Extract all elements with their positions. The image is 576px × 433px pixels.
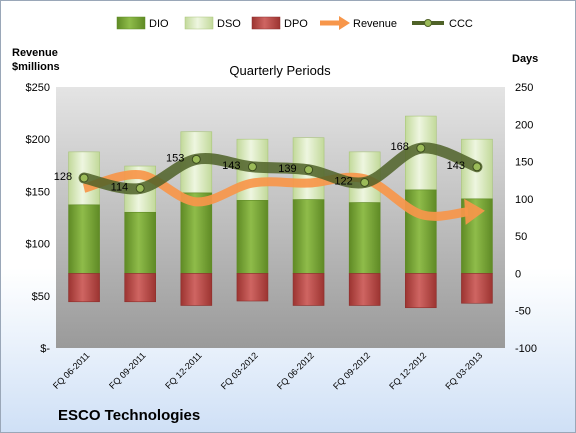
- legend-dpo-label: DPO: [284, 18, 308, 30]
- y-left-tick-label: $-: [40, 343, 50, 355]
- legend-dio-label: DIO: [149, 18, 169, 30]
- y-left-tick-label: $200: [26, 134, 50, 146]
- legend-dso-label: DSO: [217, 18, 241, 30]
- ccc-data-label: 143: [222, 160, 240, 172]
- revenue-line: [82, 170, 469, 221]
- y-right-tick-label: -100: [515, 343, 537, 355]
- x-tick-label: FQ 03-2012: [219, 350, 260, 391]
- ccc-data-label: 143: [447, 160, 465, 172]
- ccc-marker: [304, 165, 314, 175]
- legend-dpo-swatch: [251, 16, 281, 30]
- x-tick-label: FQ 03-2013: [443, 350, 484, 391]
- legend-revenue-label: Revenue: [353, 18, 397, 30]
- x-tick-label: FQ 06-2012: [275, 350, 316, 391]
- ccc-marker: [191, 154, 201, 164]
- dio-bar: [236, 200, 269, 274]
- dio-bar: [124, 211, 156, 274]
- dio-bar: [348, 202, 381, 274]
- y-left-title-line2: $millions: [12, 61, 60, 73]
- y-right-tick-label: 0: [515, 268, 521, 280]
- ccc-marker: [135, 183, 145, 193]
- ccc-marker: [472, 162, 482, 172]
- dpo-bar: [461, 273, 493, 304]
- y-right-tick-label: 150: [515, 157, 533, 169]
- legend-ccc-label: CCC: [449, 18, 473, 30]
- dio-bar: [405, 189, 437, 274]
- ccc-data-label: 153: [166, 152, 184, 164]
- y-left-tick-label: $50: [32, 291, 50, 303]
- y-right-tick-label: 250: [515, 82, 533, 94]
- legend-dso-swatch: [184, 16, 214, 30]
- ccc-data-label: 139: [278, 163, 296, 175]
- y-left-tick-label: $100: [26, 239, 50, 251]
- dio-bar: [68, 204, 100, 274]
- revenue-arrowhead: [464, 198, 485, 225]
- dpo-bar: [405, 273, 437, 309]
- y-left-tick-label: $150: [26, 186, 50, 198]
- chart-title: Quarterly Periods: [229, 63, 331, 78]
- ccc-marker: [79, 173, 89, 183]
- x-tick-label: FQ 12-2012: [387, 350, 428, 391]
- legend-revenue-arrowhead: [339, 16, 350, 30]
- x-tick-label: FQ 09-2012: [331, 350, 372, 391]
- y-left-title-line1: Revenue: [12, 47, 58, 59]
- x-tick-label: FQ 12-2011: [163, 350, 204, 391]
- x-tick-label: FQ 09-2011: [107, 350, 148, 391]
- ccc-data-label: 168: [390, 141, 408, 153]
- dpo-bar: [68, 273, 100, 303]
- dpo-bar: [180, 273, 213, 306]
- company-name: ESCO Technologies: [58, 407, 200, 424]
- y-left-tick-label: $250: [26, 82, 50, 94]
- legend-ccc-marker: [424, 19, 432, 27]
- x-tick-label: FQ 06-2011: [51, 350, 92, 391]
- y-right-tick-label: 200: [515, 119, 533, 131]
- ccc-marker: [360, 177, 370, 187]
- ccc-marker: [416, 143, 426, 153]
- dio-bar: [292, 199, 325, 274]
- legend-dio-swatch: [116, 16, 146, 30]
- y-right-tick-label: -50: [515, 306, 531, 318]
- y-right-title: Days: [512, 53, 538, 65]
- ccc-data-label: 122: [334, 175, 352, 187]
- ccc-data-label: 128: [54, 171, 72, 183]
- ccc-marker: [247, 162, 257, 172]
- dpo-bar: [292, 273, 325, 306]
- dpo-bar: [236, 273, 269, 302]
- dpo-bar: [124, 273, 156, 303]
- ccc-data-label: 114: [111, 181, 129, 193]
- dpo-bar: [348, 273, 381, 306]
- y-right-tick-label: 100: [515, 194, 533, 206]
- ccc-line: [78, 142, 483, 195]
- y-right-tick-label: 50: [515, 231, 527, 243]
- legend: DIO DSO DPO Revenue CCC: [116, 16, 473, 30]
